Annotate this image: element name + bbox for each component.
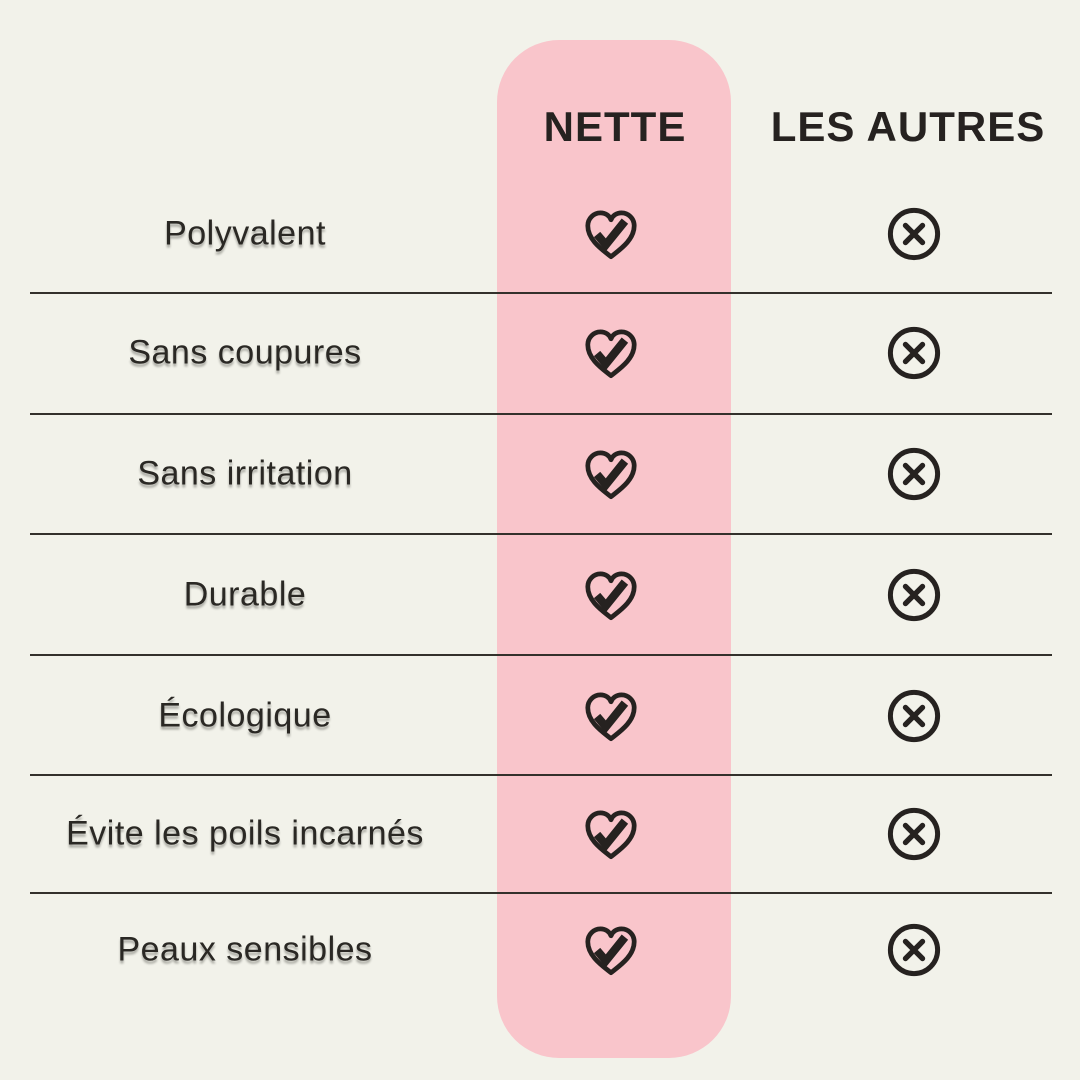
row-divider — [30, 413, 1052, 415]
heart-check-icon — [578, 803, 644, 865]
brand-yes-cell — [578, 443, 644, 505]
others-no-cell — [885, 805, 943, 863]
feature-label: Sans irritation — [137, 454, 353, 493]
others-no-cell — [885, 205, 943, 263]
circle-cross-icon — [885, 921, 943, 979]
feature-label: Peaux sensibles — [117, 930, 373, 969]
circle-cross-icon — [885, 445, 943, 503]
heart-check-icon — [578, 685, 644, 747]
row-divider — [30, 533, 1052, 535]
heart-check-icon — [578, 919, 644, 981]
row-divider — [30, 774, 1052, 776]
circle-cross-icon — [885, 205, 943, 263]
row-divider — [30, 654, 1052, 656]
brand-yes-cell — [578, 322, 644, 384]
heart-check-icon — [578, 203, 644, 265]
column-header-brand: NETTE — [543, 103, 687, 150]
others-no-cell — [885, 566, 943, 624]
brand-yes-cell — [578, 203, 644, 265]
heart-check-icon — [578, 443, 644, 505]
feature-label: Sans coupures — [128, 333, 362, 372]
row-divider — [30, 292, 1052, 294]
heart-check-icon — [578, 322, 644, 384]
circle-cross-icon — [885, 324, 943, 382]
brand-yes-cell — [578, 685, 644, 747]
brand-column-pill — [497, 40, 731, 1058]
brand-yes-cell — [578, 803, 644, 865]
circle-cross-icon — [885, 805, 943, 863]
brand-yes-cell — [578, 564, 644, 626]
feature-label: Évite les poils incarnés — [66, 814, 424, 853]
circle-cross-icon — [885, 687, 943, 745]
others-no-cell — [885, 687, 943, 745]
circle-cross-icon — [885, 566, 943, 624]
feature-label: Durable — [183, 575, 307, 614]
feature-label: Polyvalent — [164, 214, 326, 253]
others-no-cell — [885, 921, 943, 979]
heart-check-icon — [578, 564, 644, 626]
row-divider — [30, 892, 1052, 894]
feature-label: Écologique — [158, 696, 332, 735]
brand-yes-cell — [578, 919, 644, 981]
others-no-cell — [885, 445, 943, 503]
others-no-cell — [885, 324, 943, 382]
column-header-others: LES AUTRES — [770, 103, 1046, 150]
